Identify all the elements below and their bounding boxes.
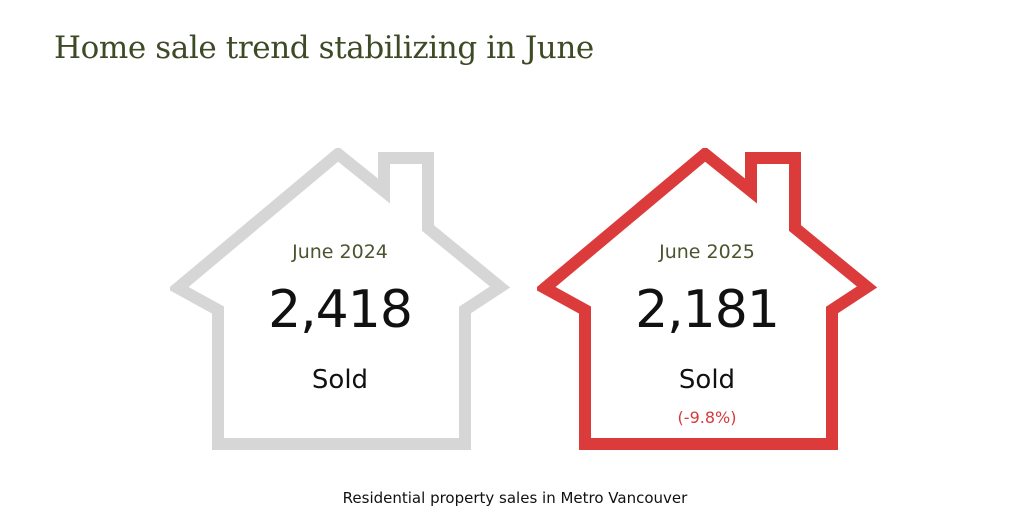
period-label: June 2024 [292, 241, 388, 263]
sales-count: 2,181 [635, 280, 780, 340]
sales-count: 2,418 [268, 280, 413, 340]
house-outline-path [170, 148, 510, 450]
sold-label: Sold [311, 365, 369, 395]
house-card-2024: June 2024 2,418 Sold [170, 148, 510, 453]
house-outline-path [537, 148, 877, 450]
period-label: June 2025 [659, 241, 755, 263]
footnote-caption: Residential property sales in Metro Vanc… [342, 489, 688, 507]
house-outline-icon [170, 148, 510, 450]
page-title: Home sale trend stabilizing in June [54, 30, 594, 66]
change-percentage: (-9.8%) [677, 408, 737, 427]
sold-label: Sold [678, 365, 736, 395]
house-outline-icon [537, 148, 877, 450]
house-card-2025: June 2025 2,181 Sold (-9.8%) [537, 148, 877, 453]
